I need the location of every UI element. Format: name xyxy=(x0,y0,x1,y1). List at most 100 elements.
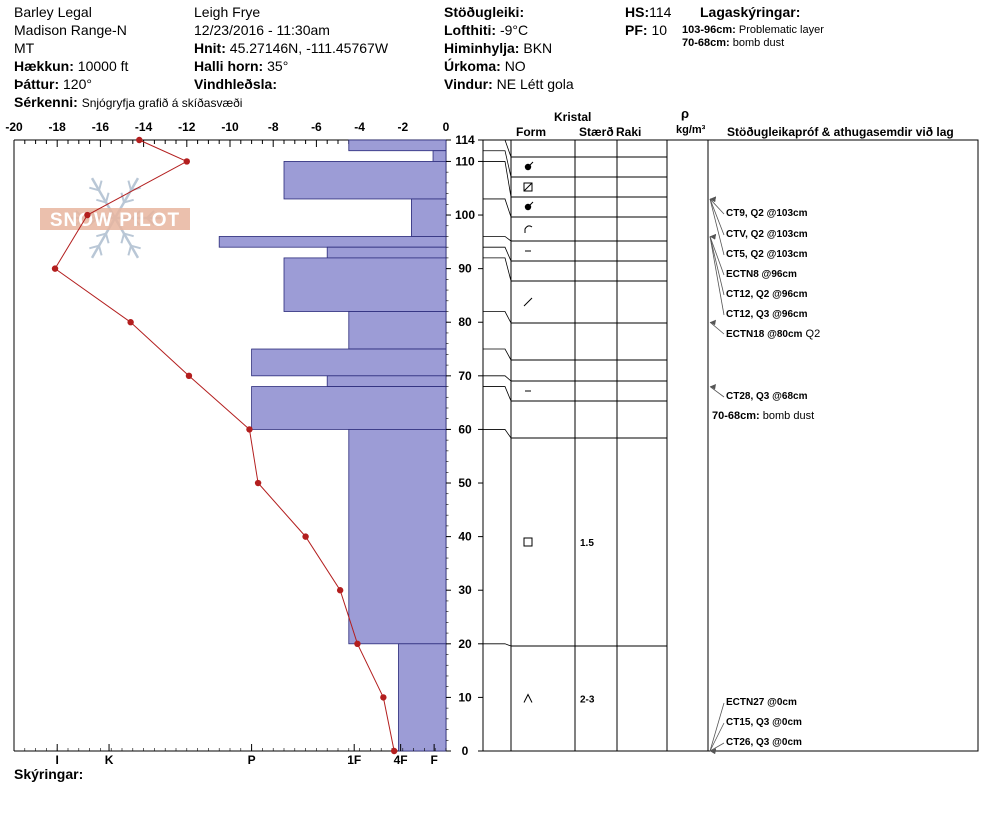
stability-test-label: CT15, Q3 @0cm xyxy=(726,717,802,728)
stability-test: CT12, Q2 @96cm xyxy=(726,289,807,301)
height-tick-label: 0 xyxy=(462,744,469,758)
hardness-tick-label: P xyxy=(248,753,256,767)
crystal-header: Kristal xyxy=(554,110,592,124)
hardness-bar xyxy=(326,375,447,387)
snowflake-branch xyxy=(105,233,110,244)
location-name: Barley Legal xyxy=(14,4,92,20)
snowflake-branch xyxy=(96,198,107,204)
stability-test-label: ECTN18 @80cm xyxy=(726,329,803,340)
hardness-bar xyxy=(432,150,447,162)
stability-test-pointer xyxy=(709,198,725,256)
temperature-tick-label: -18 xyxy=(49,120,67,134)
hardness-bar xyxy=(411,198,447,237)
temperature-point xyxy=(302,533,309,540)
temperature-point xyxy=(254,479,262,487)
temperature-point xyxy=(246,426,253,433)
wind: Vindur: NE Létt gola xyxy=(444,76,574,92)
stability-test: CT12, Q3 @96cm xyxy=(726,309,807,321)
temperature-tick-label: 0 xyxy=(443,120,450,134)
crystal-form-decomposing xyxy=(524,225,533,233)
snowflake-branch xyxy=(105,192,110,203)
layer-connector xyxy=(483,246,512,262)
snow-height: HS:114 xyxy=(625,4,672,20)
height-tick-label: 90 xyxy=(458,262,472,276)
temperature-tick-label: -6 xyxy=(311,120,322,134)
crystal-symbol-part xyxy=(523,297,533,307)
temperature-tick-label: -2 xyxy=(397,120,408,134)
stability-test: CT9, Q2 @103cm xyxy=(726,208,807,220)
layer-table-frame xyxy=(482,139,979,752)
hardness-bar xyxy=(348,139,447,152)
hardness-bar xyxy=(251,348,447,377)
crystal-form-graupel xyxy=(524,161,534,171)
coordinates: Hnit: 45.27146N, -111.45767W xyxy=(194,40,389,56)
hardness-bar xyxy=(348,429,447,645)
hardness-bar xyxy=(326,246,447,259)
temperature-point xyxy=(354,640,361,648)
hardness-bar xyxy=(398,643,447,752)
mountain-range: Madison Range-N xyxy=(14,22,127,38)
stability-test-label: ECTN27 @0cm xyxy=(726,697,797,708)
wind-loading: Vindhleðsla: xyxy=(194,76,277,92)
stability-test-arrowhead xyxy=(710,233,716,240)
observer-name: Leigh Frye xyxy=(194,4,261,20)
layers-legend-item: 103-96cm: Problematic layer xyxy=(682,24,824,36)
moisture-header: Raki xyxy=(616,125,642,139)
stability-test-label: CT28, Q3 @68cm xyxy=(726,391,808,402)
stability-test-pointer xyxy=(709,198,725,236)
temperature-tick-label: -8 xyxy=(268,120,279,134)
temperature-point xyxy=(51,265,59,272)
temperature-tick-label: -4 xyxy=(354,120,365,134)
hardness-tick-label: I xyxy=(56,753,59,767)
crystal-symbol-part xyxy=(523,182,533,192)
layer-connector xyxy=(483,348,512,361)
snowflake-branch xyxy=(89,186,100,192)
stability-test-arrowhead xyxy=(710,319,716,326)
hardness-tick-label: 1F xyxy=(347,753,361,767)
temperature-tick-label: -20 xyxy=(5,120,23,134)
air-temperature: Lofthiti: -9°C xyxy=(444,22,529,38)
stability-test: CT5, Q2 @103cm xyxy=(726,249,807,261)
crystal-symbol-part xyxy=(526,201,534,209)
hardness-bar xyxy=(218,236,447,248)
height-tick-label: 10 xyxy=(458,690,472,704)
stability-test: CT26, Q3 @0cm xyxy=(726,737,802,749)
specifics: Sérkenni: Snjógryfja grafið á skíðasvæði xyxy=(14,94,243,110)
tests-header: Stöðugleikapróf & athugasemdir við lag xyxy=(727,125,954,139)
temperature-tick-label: -14 xyxy=(135,120,153,134)
height-tick-label: 70 xyxy=(458,369,472,383)
snowflake-branch xyxy=(123,232,134,238)
stability-test: ECTN27 @0cm xyxy=(726,697,797,709)
elevation: Hækkun: 10000 ft xyxy=(14,58,129,74)
snowflake-branch xyxy=(127,180,132,191)
crystal-size: 2-3 xyxy=(580,695,595,706)
precipitation: Úrkoma: NO xyxy=(444,58,526,74)
penetration-foot: PF: 10 xyxy=(625,22,668,38)
stability-test-label: CT26, Q3 @0cm xyxy=(726,737,802,748)
stability-test: CTV, Q2 @103cm xyxy=(726,229,808,241)
observation-datetime: 12/23/2016 - 11:30am xyxy=(194,22,330,38)
hardness-bar xyxy=(251,386,447,430)
aspect: Þáttur: 120° xyxy=(14,76,92,92)
snowflake-branch xyxy=(89,244,100,250)
crystal-symbol-part xyxy=(523,693,533,703)
layers-legend-title: Lagaskýringar: xyxy=(700,4,801,20)
stability-test-pointer xyxy=(709,236,725,296)
layer-comment-range: 70-68cm: xyxy=(712,410,760,422)
layer-connector xyxy=(483,311,512,324)
stability-test-label: ECTN8 @96cm xyxy=(726,269,797,280)
layer-connector xyxy=(483,198,512,218)
height-tick-label: 20 xyxy=(458,637,472,651)
hardness-bar xyxy=(283,161,447,200)
snowflake-branch xyxy=(96,232,107,238)
layer-connector xyxy=(483,375,512,382)
crystal-form-slash xyxy=(523,297,533,307)
height-tick-label: 100 xyxy=(455,208,475,222)
snowflake-branch xyxy=(120,233,125,244)
layer-connector xyxy=(483,236,512,242)
height-tick-label: 60 xyxy=(458,422,472,436)
height-tick-label: 40 xyxy=(458,530,472,544)
layer-comment: 70-68cm: bomb dust xyxy=(712,410,814,423)
stability-test-arrowhead xyxy=(710,384,716,390)
